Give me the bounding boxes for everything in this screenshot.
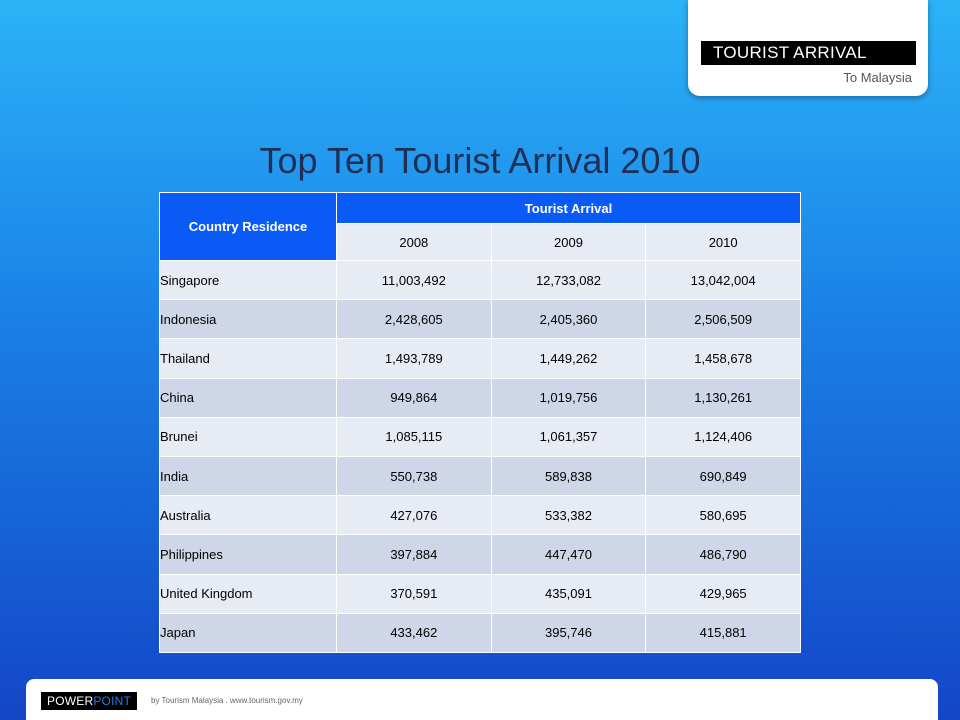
value-cell: 690,849	[645, 455, 801, 497]
value-cell: 427,076	[336, 495, 492, 536]
value-cell: 397,884	[336, 534, 492, 575]
table-row: Japan 433,462 395,746 415,881	[159, 612, 801, 654]
country-cell: Australia	[159, 495, 337, 536]
year-header: 2009	[490, 223, 647, 261]
value-cell: 13,042,004	[645, 259, 801, 301]
value-cell: 435,091	[490, 573, 647, 614]
tourist-arrival-header: Tourist Arrival	[336, 192, 801, 224]
value-cell: 533,382	[490, 495, 647, 536]
value-cell: 11,003,492	[336, 259, 492, 301]
value-cell: 589,838	[490, 455, 647, 497]
year-header: 2008	[336, 223, 492, 261]
value-cell: 2,428,605	[336, 299, 492, 340]
page-title: Top Ten Tourist Arrival 2010	[259, 140, 701, 181]
country-header: Country Residence	[159, 192, 337, 261]
logo-text-point: POINT	[93, 694, 132, 708]
table-row: Australia 427,076 533,382 580,695	[159, 495, 801, 536]
arrival-table: Country Residence Tourist Arrival 2008 2…	[159, 192, 801, 654]
value-cell: 949,864	[336, 377, 492, 418]
table-row: Singapore 11,003,492 12,733,082 13,042,0…	[159, 259, 801, 301]
value-cell: 1,061,357	[490, 416, 647, 457]
value-cell: 447,470	[490, 534, 647, 575]
value-cell: 1,019,756	[490, 377, 647, 418]
country-cell: Thailand	[159, 338, 337, 379]
logo-text-power: POWER	[47, 694, 94, 708]
table-row: United Kingdom 370,591 435,091 429,965	[159, 573, 801, 614]
value-cell: 2,405,360	[490, 299, 647, 340]
country-cell: Singapore	[159, 259, 337, 301]
table-row: Thailand 1,493,789 1,449,262 1,458,678	[159, 338, 801, 379]
year-header-row: 2008 2009 2010	[160, 223, 801, 261]
value-cell: 12,733,082	[490, 259, 647, 301]
table-row: China 949,864 1,019,756 1,130,261	[159, 377, 801, 418]
country-cell: Philippines	[159, 534, 337, 575]
value-cell: 1,085,115	[336, 416, 492, 457]
country-cell: India	[159, 455, 337, 497]
country-cell: Japan	[159, 612, 337, 654]
country-cell: United Kingdom	[159, 573, 337, 614]
value-cell: 2,506,509	[645, 299, 801, 340]
table-row: Indonesia 2,428,605 2,405,360 2,506,509	[159, 299, 801, 340]
corner-card: TOURIST ARRIVAL To Malaysia	[688, 0, 928, 96]
year-header: 2010	[645, 223, 801, 261]
table-row: Brunei 1,085,115 1,061,357 1,124,406	[159, 416, 801, 457]
corner-subtitle: To Malaysia	[843, 70, 912, 85]
country-cell: China	[159, 377, 337, 418]
table-row: Philippines 397,884 447,470 486,790	[159, 534, 801, 575]
footer-bar: POWERPOINT by Tourism Malaysia . www.tou…	[26, 679, 938, 720]
footer-credit: by Tourism Malaysia . www.tourism.gov.my	[151, 696, 303, 705]
value-cell: 370,591	[336, 573, 492, 614]
value-cell: 1,493,789	[336, 338, 492, 379]
country-cell: Brunei	[159, 416, 337, 457]
value-cell: 486,790	[645, 534, 801, 575]
value-cell: 395,746	[490, 612, 647, 654]
country-cell: Indonesia	[159, 299, 337, 340]
value-cell: 580,695	[645, 495, 801, 536]
table-row: India 550,738 589,838 690,849	[159, 455, 801, 497]
value-cell: 433,462	[336, 612, 492, 654]
value-cell: 550,738	[336, 455, 492, 497]
corner-title: TOURIST ARRIVAL	[701, 41, 916, 65]
value-cell: 1,130,261	[645, 377, 801, 418]
value-cell: 1,449,262	[490, 338, 647, 379]
powerpoint-logo: POWERPOINT	[41, 692, 138, 710]
header-row: Country Residence Tourist Arrival	[159, 192, 801, 261]
value-cell: 1,458,678	[645, 338, 801, 379]
value-cell: 415,881	[645, 612, 801, 654]
value-cell: 1,124,406	[645, 416, 801, 457]
value-cell: 429,965	[645, 573, 801, 614]
